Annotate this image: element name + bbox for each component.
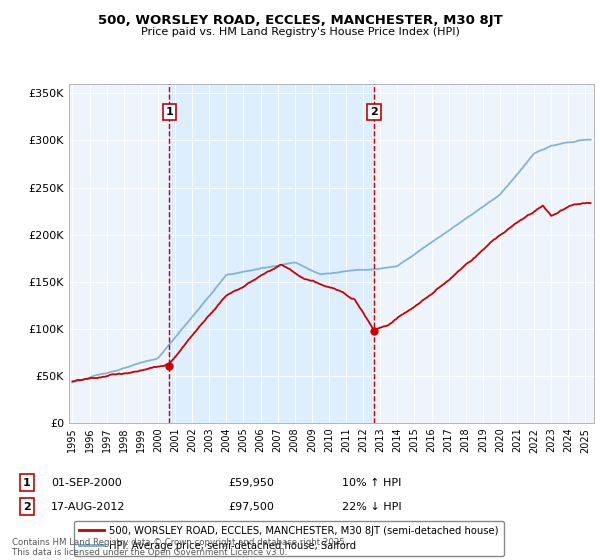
Text: 1: 1	[23, 478, 31, 488]
Text: 1: 1	[166, 107, 173, 117]
Text: 01-SEP-2000: 01-SEP-2000	[51, 478, 122, 488]
Text: 17-AUG-2012: 17-AUG-2012	[51, 502, 125, 512]
Text: Contains HM Land Registry data © Crown copyright and database right 2025.
This d: Contains HM Land Registry data © Crown c…	[12, 538, 347, 557]
Text: 2: 2	[23, 502, 31, 512]
Legend: 500, WORSLEY ROAD, ECCLES, MANCHESTER, M30 8JT (semi-detached house), HPI: Avera: 500, WORSLEY ROAD, ECCLES, MANCHESTER, M…	[74, 521, 503, 556]
Text: £59,950: £59,950	[228, 478, 274, 488]
Bar	[169, 84, 374, 423]
Text: 10% ↑ HPI: 10% ↑ HPI	[342, 478, 401, 488]
Text: 500, WORSLEY ROAD, ECCLES, MANCHESTER, M30 8JT: 500, WORSLEY ROAD, ECCLES, MANCHESTER, M…	[98, 14, 502, 27]
Bar	[169, 84, 374, 423]
Text: £97,500: £97,500	[228, 502, 274, 512]
Text: Price paid vs. HM Land Registry's House Price Index (HPI): Price paid vs. HM Land Registry's House …	[140, 27, 460, 37]
Text: 2: 2	[370, 107, 378, 117]
Text: 22% ↓ HPI: 22% ↓ HPI	[342, 502, 401, 512]
